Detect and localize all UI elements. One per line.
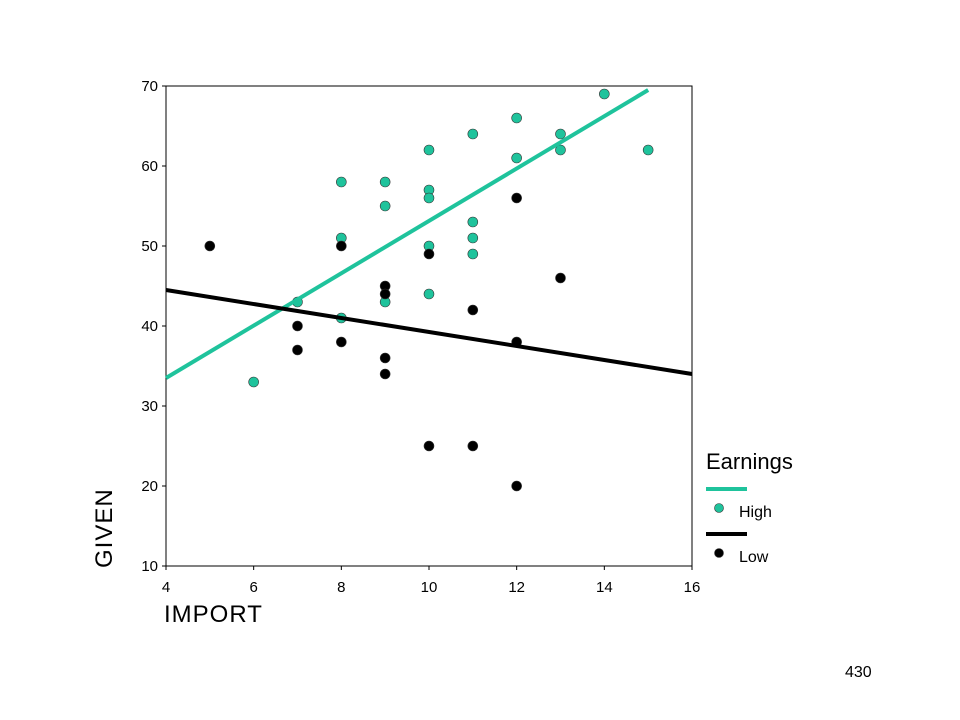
- y-tick-label-0: 10: [141, 558, 158, 575]
- point-high-13: [467, 128, 479, 140]
- y-tick-label-2: 30: [141, 398, 158, 415]
- point-high-19: [555, 128, 566, 140]
- point-high-6: [379, 200, 391, 212]
- fit-line-low: [165, 288, 693, 376]
- legend-label-low: Low: [739, 549, 769, 566]
- legend-title: Earnings: [706, 449, 793, 474]
- point-high-2: [336, 176, 347, 188]
- point-low-7: [379, 352, 391, 364]
- point-low-13: [511, 192, 522, 204]
- point-low-15: [511, 480, 522, 492]
- point-high-22: [642, 144, 654, 156]
- fit-line-high: [164, 88, 650, 380]
- point-low-0: [204, 240, 216, 252]
- point-high-0: [248, 376, 259, 388]
- legend: Earnings High Low: [706, 449, 793, 566]
- x-tick-label-1: 6: [249, 579, 257, 596]
- point-low-12: [467, 440, 479, 452]
- fit-lines: [164, 88, 693, 380]
- point-high-17: [511, 112, 522, 124]
- point-low-8: [379, 368, 391, 380]
- point-high-15: [467, 232, 479, 244]
- y-tick-label-5: 60: [141, 158, 158, 175]
- x-tick-label-4: 12: [508, 579, 525, 596]
- point-high-5: [379, 176, 391, 188]
- point-high-14: [467, 216, 479, 228]
- legend-marker-high: [714, 503, 724, 513]
- point-low-3: [336, 240, 347, 252]
- point-low-10: [423, 440, 435, 452]
- point-high-20: [555, 144, 566, 156]
- point-high-21: [599, 88, 610, 100]
- x-tick-label-0: 4: [162, 579, 170, 596]
- point-high-12: [423, 288, 435, 300]
- point-low-2: [292, 344, 303, 356]
- point-low-16: [555, 272, 566, 284]
- point-low-6: [379, 288, 391, 300]
- y-tick-label-3: 40: [141, 318, 158, 335]
- point-low-1: [292, 320, 303, 332]
- point-high-10: [423, 192, 435, 204]
- axis-ticks: 4 6 8 10 12 14 16 10 20 30 40 50 60 70: [141, 78, 700, 596]
- point-low-4: [336, 336, 347, 348]
- data-points: [204, 88, 654, 492]
- y-axis-title: GIVEN: [91, 488, 118, 568]
- page-number: 430: [845, 664, 872, 681]
- y-tick-label-1: 20: [141, 478, 158, 495]
- point-low-11: [467, 304, 479, 316]
- x-tick-label-3: 10: [421, 579, 438, 596]
- x-axis-title: IMPORT: [164, 601, 263, 628]
- legend-label-high: High: [739, 504, 772, 521]
- point-high-18: [511, 152, 522, 164]
- y-tick-label-4: 50: [141, 238, 158, 255]
- point-low-9: [423, 248, 435, 260]
- point-high-16: [467, 248, 479, 260]
- y-tick-label-6: 70: [141, 78, 158, 95]
- plot-frame: [165, 85, 693, 567]
- x-tick-label-6: 16: [684, 579, 701, 596]
- x-tick-label-5: 14: [596, 579, 613, 596]
- point-high-8: [423, 144, 435, 156]
- legend-marker-low: [714, 548, 724, 558]
- x-tick-label-2: 8: [337, 579, 345, 596]
